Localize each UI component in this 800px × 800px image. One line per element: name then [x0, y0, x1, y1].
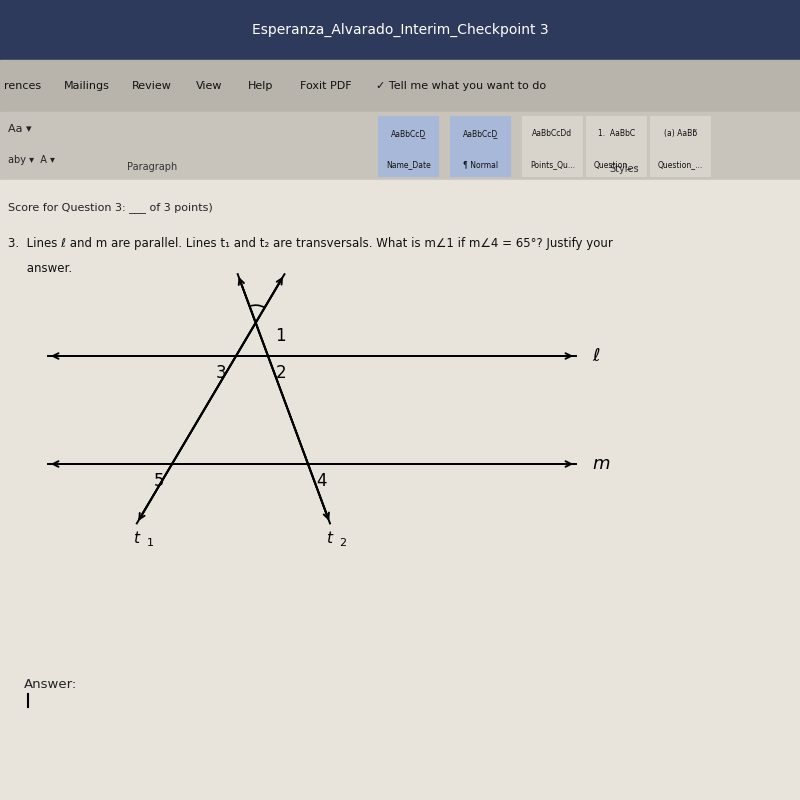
Text: ✓ Tell me what you want to do: ✓ Tell me what you want to do [376, 81, 546, 91]
Text: ¶ Normal: ¶ Normal [463, 161, 498, 170]
Text: answer.: answer. [8, 262, 72, 274]
Text: Foxit PDF: Foxit PDF [300, 81, 352, 91]
Text: AaBbCcDd: AaBbCcDd [532, 130, 573, 138]
Bar [0, 180, 800, 800]
Text: Answer:: Answer: [24, 678, 78, 690]
Text: 3: 3 [216, 364, 226, 382]
Text: (a) AaBb̃: (a) AaBb̃ [664, 130, 697, 138]
Text: 3.  Lines ℓ and m are parallel. Lines t₁ and t₂ are transversals. What is m∠1 if: 3. Lines ℓ and m are parallel. Lines t₁ … [8, 238, 613, 250]
Text: aby ▾  A ▾: aby ▾ A ▾ [8, 155, 55, 165]
Bar [650, 116, 710, 176]
Text: 1: 1 [275, 326, 286, 345]
Bar [0, 60, 800, 112]
Bar [0, 0, 800, 60]
Text: Points_Qu...: Points_Qu... [530, 161, 575, 170]
Text: $t$: $t$ [133, 530, 141, 546]
Text: AaBbCcD̲: AaBbCcD̲ [462, 130, 498, 138]
Bar [378, 116, 438, 176]
Bar [0, 112, 800, 180]
Text: Question_...: Question_... [594, 161, 639, 170]
Text: m: m [592, 455, 610, 473]
Text: Paragraph: Paragraph [127, 162, 177, 172]
Text: 1.  AaBbC: 1. AaBbC [598, 130, 635, 138]
Text: View: View [196, 81, 222, 91]
Text: 5: 5 [154, 472, 164, 490]
Text: 2: 2 [339, 538, 346, 548]
Text: 2: 2 [276, 364, 286, 382]
Text: Aa ▾: Aa ▾ [8, 124, 32, 134]
Text: Styles: Styles [609, 164, 639, 174]
Text: Esperanza_Alvarado_Interim_Checkpoint 3: Esperanza_Alvarado_Interim_Checkpoint 3 [252, 23, 548, 37]
Text: Question_...: Question_... [658, 161, 703, 170]
Text: rences: rences [4, 81, 41, 91]
Text: Help: Help [248, 81, 274, 91]
Text: AaBbCcD̲: AaBbCcD̲ [390, 130, 426, 138]
Text: Name_Date: Name_Date [386, 161, 430, 170]
Text: 1: 1 [146, 538, 154, 548]
Bar [522, 116, 582, 176]
Text: 4: 4 [316, 472, 326, 490]
Text: Review: Review [132, 81, 172, 91]
Bar [450, 116, 510, 176]
Text: $t$: $t$ [326, 530, 334, 546]
Text: ℓ: ℓ [592, 347, 599, 365]
Bar [586, 116, 646, 176]
Text: Mailings: Mailings [64, 81, 110, 91]
Text: Score for Question 3: ___ of 3 points): Score for Question 3: ___ of 3 points) [8, 202, 213, 214]
